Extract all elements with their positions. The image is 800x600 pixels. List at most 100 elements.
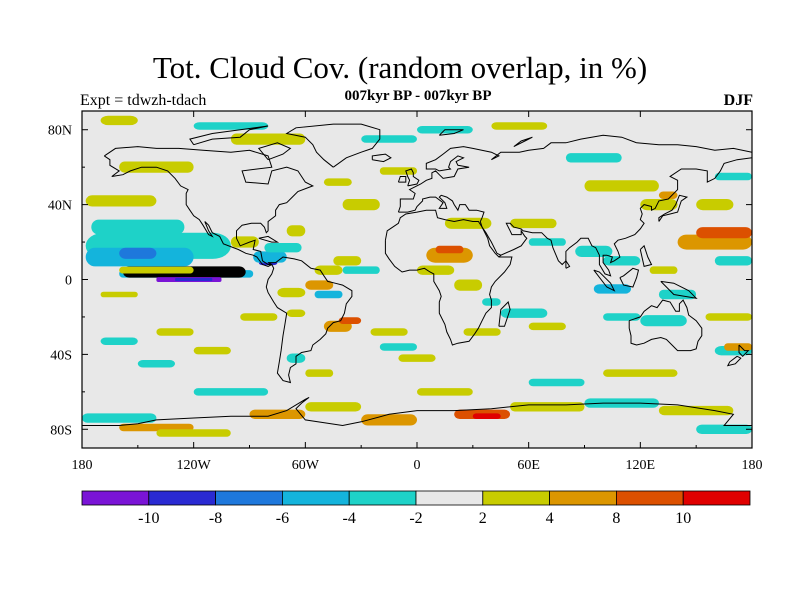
anomaly-region-39 — [338, 317, 362, 324]
anomaly-region-60 — [584, 180, 659, 192]
colorbar-label: 10 — [675, 510, 691, 527]
anomaly-region-15 — [100, 115, 138, 126]
anomaly-region-77 — [156, 429, 231, 437]
anomaly-region-34 — [277, 287, 306, 298]
anomaly-region-79 — [305, 402, 362, 412]
coastline-iceland — [371, 153, 392, 163]
anomaly-region-42 — [370, 328, 408, 336]
anomaly-region-88 — [417, 388, 473, 396]
coastline-new-zealand-south — [726, 355, 742, 367]
lat-tick-label: 40N — [48, 199, 72, 214]
anomaly-region-11 — [119, 266, 194, 274]
anomaly-region-54 — [510, 218, 557, 229]
coastline-africa — [384, 209, 513, 346]
coastline-greenland — [285, 123, 381, 168]
anomaly-region-89 — [528, 378, 585, 387]
anomaly-region-51 — [500, 308, 548, 318]
colorbar: -10 -8 -6 -4 -2 2 4 8 10 — [81, 490, 751, 527]
lon-tick-label: 120E — [626, 458, 656, 473]
anomaly-region-33 — [314, 290, 343, 299]
anomaly-region-16 — [193, 122, 269, 130]
anomaly-region-29 — [342, 199, 380, 211]
colorbar-swatch — [682, 490, 751, 506]
anomaly-region-63 — [603, 313, 641, 321]
anomaly-region-10 — [100, 291, 138, 298]
anomaly-region-25 — [264, 243, 302, 253]
lat-tick-label: 0 — [65, 274, 72, 289]
anomaly-region-57 — [603, 256, 641, 266]
colorbar-label: -4 — [343, 510, 356, 527]
anomaly-region-83 — [510, 402, 585, 412]
anomaly-region-12 — [91, 219, 185, 235]
anomaly-region-35 — [305, 280, 334, 290]
anomaly-region-69 — [714, 256, 752, 266]
coastline-borneo — [619, 267, 640, 288]
anomaly-region-21 — [193, 346, 231, 355]
coastline-arctic-islands — [189, 125, 269, 146]
anomaly-region-82 — [472, 413, 501, 419]
anomaly-region-66 — [649, 266, 678, 274]
lat-tick-label: 40S — [50, 348, 72, 363]
anomaly-region-8 — [119, 247, 157, 259]
colorbar-swatch — [616, 490, 684, 506]
colorbar-swatch — [482, 490, 550, 506]
anomaly-region-92 — [491, 122, 548, 130]
coastline-svalbard — [438, 129, 464, 136]
lon-tick-label: 60W — [292, 458, 320, 473]
anomaly-region-18 — [156, 328, 194, 336]
colorbar-swatch — [281, 490, 350, 506]
colorbar-swatch — [215, 490, 283, 506]
lon-tick-label: 180 — [742, 458, 763, 473]
anomaly-region-31 — [333, 256, 362, 266]
coastline-cuba — [258, 235, 280, 243]
lon-tick-label: 120W — [177, 458, 212, 473]
colorbar-swatch — [348, 490, 417, 506]
anomaly-region-44 — [398, 354, 436, 362]
coastline-uk — [405, 168, 420, 187]
lat-tick-label: 80S — [50, 423, 72, 438]
colorbar-swatch — [81, 490, 150, 506]
anomaly-region-48 — [444, 217, 492, 229]
anomaly-region-27 — [286, 225, 306, 237]
coastline-europe-asia — [397, 134, 752, 277]
coastline-new-guinea — [660, 280, 698, 299]
anomaly-region-19 — [100, 337, 138, 345]
anomaly-region-70 — [696, 199, 734, 211]
anomaly-region-52 — [528, 322, 566, 331]
coastline-philippines — [639, 244, 653, 268]
axis-ticks: 180 120W 60W 0 60E 120E 180 80N 40N 0 40S 80S — [48, 111, 763, 473]
anomaly-region-62 — [593, 284, 631, 294]
anomaly-region-55 — [528, 238, 566, 246]
anomaly-region-41 — [305, 369, 334, 377]
anomaly-region-43 — [379, 343, 417, 351]
colorbar-label: -10 — [138, 510, 159, 527]
anomaly-region-28 — [323, 178, 352, 186]
anomaly-region-17 — [230, 133, 306, 145]
coastlines — [82, 123, 752, 427]
lon-tick-label: 0 — [414, 458, 421, 473]
anomaly-region-32 — [342, 266, 380, 274]
coastline-ireland — [397, 176, 407, 183]
coastline-novaya-zemlya — [513, 136, 533, 148]
colorbar-label: 2 — [479, 510, 487, 527]
coastline-sri-lanka — [565, 259, 571, 269]
anomaly-region-78 — [249, 409, 306, 419]
map-area — [82, 111, 752, 448]
anomaly-region-86 — [696, 424, 752, 434]
lat-tick-label: 80N — [48, 124, 72, 139]
map-title: Tot. Cloud Cov. (random overlap, in %) — [152, 50, 648, 85]
anomaly-region-49 — [454, 279, 483, 291]
anomaly-region-87 — [193, 388, 269, 396]
anomaly-region-85 — [658, 405, 734, 416]
colorbar-label: 8 — [612, 510, 620, 527]
colorbar-label: -6 — [276, 510, 289, 527]
colorbar-label: -2 — [409, 510, 422, 527]
coastline-sumatra — [593, 269, 616, 292]
colorbar-swatch — [148, 490, 217, 506]
anomaly-region-80 — [361, 414, 417, 426]
anomaly-region-64 — [640, 315, 687, 327]
anomaly-region-90 — [603, 369, 678, 377]
anomaly-region-74 — [724, 343, 752, 351]
colorbar-label: -8 — [209, 510, 222, 527]
